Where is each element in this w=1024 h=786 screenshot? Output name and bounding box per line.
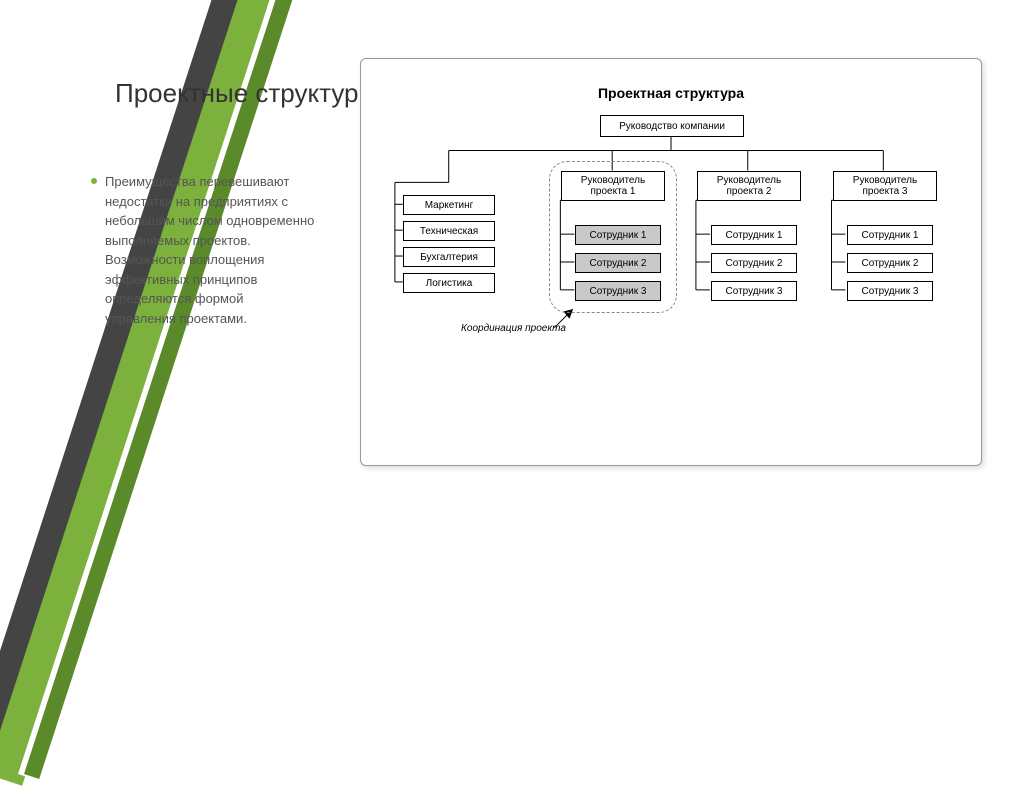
staff-label: Сотрудник 1 xyxy=(590,230,647,241)
coordination-label: Координация проекта xyxy=(461,323,566,334)
dept-label: Техническая xyxy=(420,226,478,237)
dept-label: Бухгалтерия xyxy=(420,252,478,263)
staff-label: Сотрудник 2 xyxy=(726,258,783,269)
project-head-0: Руководитель проекта 1 xyxy=(561,171,665,201)
staff-box-1-2: Сотрудник 3 xyxy=(711,281,797,301)
staff-box-2-1: Сотрудник 2 xyxy=(847,253,933,273)
staff-label: Сотрудник 2 xyxy=(590,258,647,269)
dept-box-2: Бухгалтерия xyxy=(403,247,495,267)
bullet-icon xyxy=(91,178,97,184)
bullet-text: Преимущества перевешивают недостатки на … xyxy=(105,172,315,328)
dept-box-1: Техническая xyxy=(403,221,495,241)
staff-box-1-0: Сотрудник 1 xyxy=(711,225,797,245)
chart-title: Проектная структура xyxy=(361,85,981,101)
project-head-1: Руководитель проекта 2 xyxy=(697,171,801,201)
slide-title-text: Проектные структуры xyxy=(115,78,377,108)
root-label: Руководство компании xyxy=(619,121,725,132)
coordination-label-text: Координация проекта xyxy=(461,323,566,334)
staff-box-1-1: Сотрудник 2 xyxy=(711,253,797,273)
staff-label: Сотрудник 1 xyxy=(726,230,783,241)
root-box: Руководство компании xyxy=(600,115,744,137)
project-head-label: Руководитель проекта 3 xyxy=(836,175,934,197)
diagram-frame: Проектная структура xyxy=(360,58,982,466)
staff-label: Сотрудник 2 xyxy=(862,258,919,269)
dept-box-3: Логистика xyxy=(403,273,495,293)
staff-box-0-0: Сотрудник 1 xyxy=(575,225,661,245)
project-head-label: Руководитель проекта 2 xyxy=(700,175,798,197)
staff-label: Сотрудник 3 xyxy=(590,286,647,297)
dept-label: Логистика xyxy=(426,278,473,289)
staff-box-0-1: Сотрудник 2 xyxy=(575,253,661,273)
staff-box-2-0: Сотрудник 1 xyxy=(847,225,933,245)
staff-box-0-2: Сотрудник 3 xyxy=(575,281,661,301)
staff-box-2-2: Сотрудник 3 xyxy=(847,281,933,301)
slide-title: Проектные структуры xyxy=(115,78,377,109)
staff-label: Сотрудник 3 xyxy=(726,286,783,297)
project-head-label: Руководитель проекта 1 xyxy=(564,175,662,197)
dept-box-0: Маркетинг xyxy=(403,195,495,215)
project-head-2: Руководитель проекта 3 xyxy=(833,171,937,201)
bullet-block: Преимущества перевешивают недостатки на … xyxy=(105,172,315,328)
diagram-inner: Проектная структура xyxy=(361,59,981,465)
dept-label: Маркетинг xyxy=(425,200,474,211)
staff-label: Сотрудник 3 xyxy=(862,286,919,297)
staff-label: Сотрудник 1 xyxy=(862,230,919,241)
